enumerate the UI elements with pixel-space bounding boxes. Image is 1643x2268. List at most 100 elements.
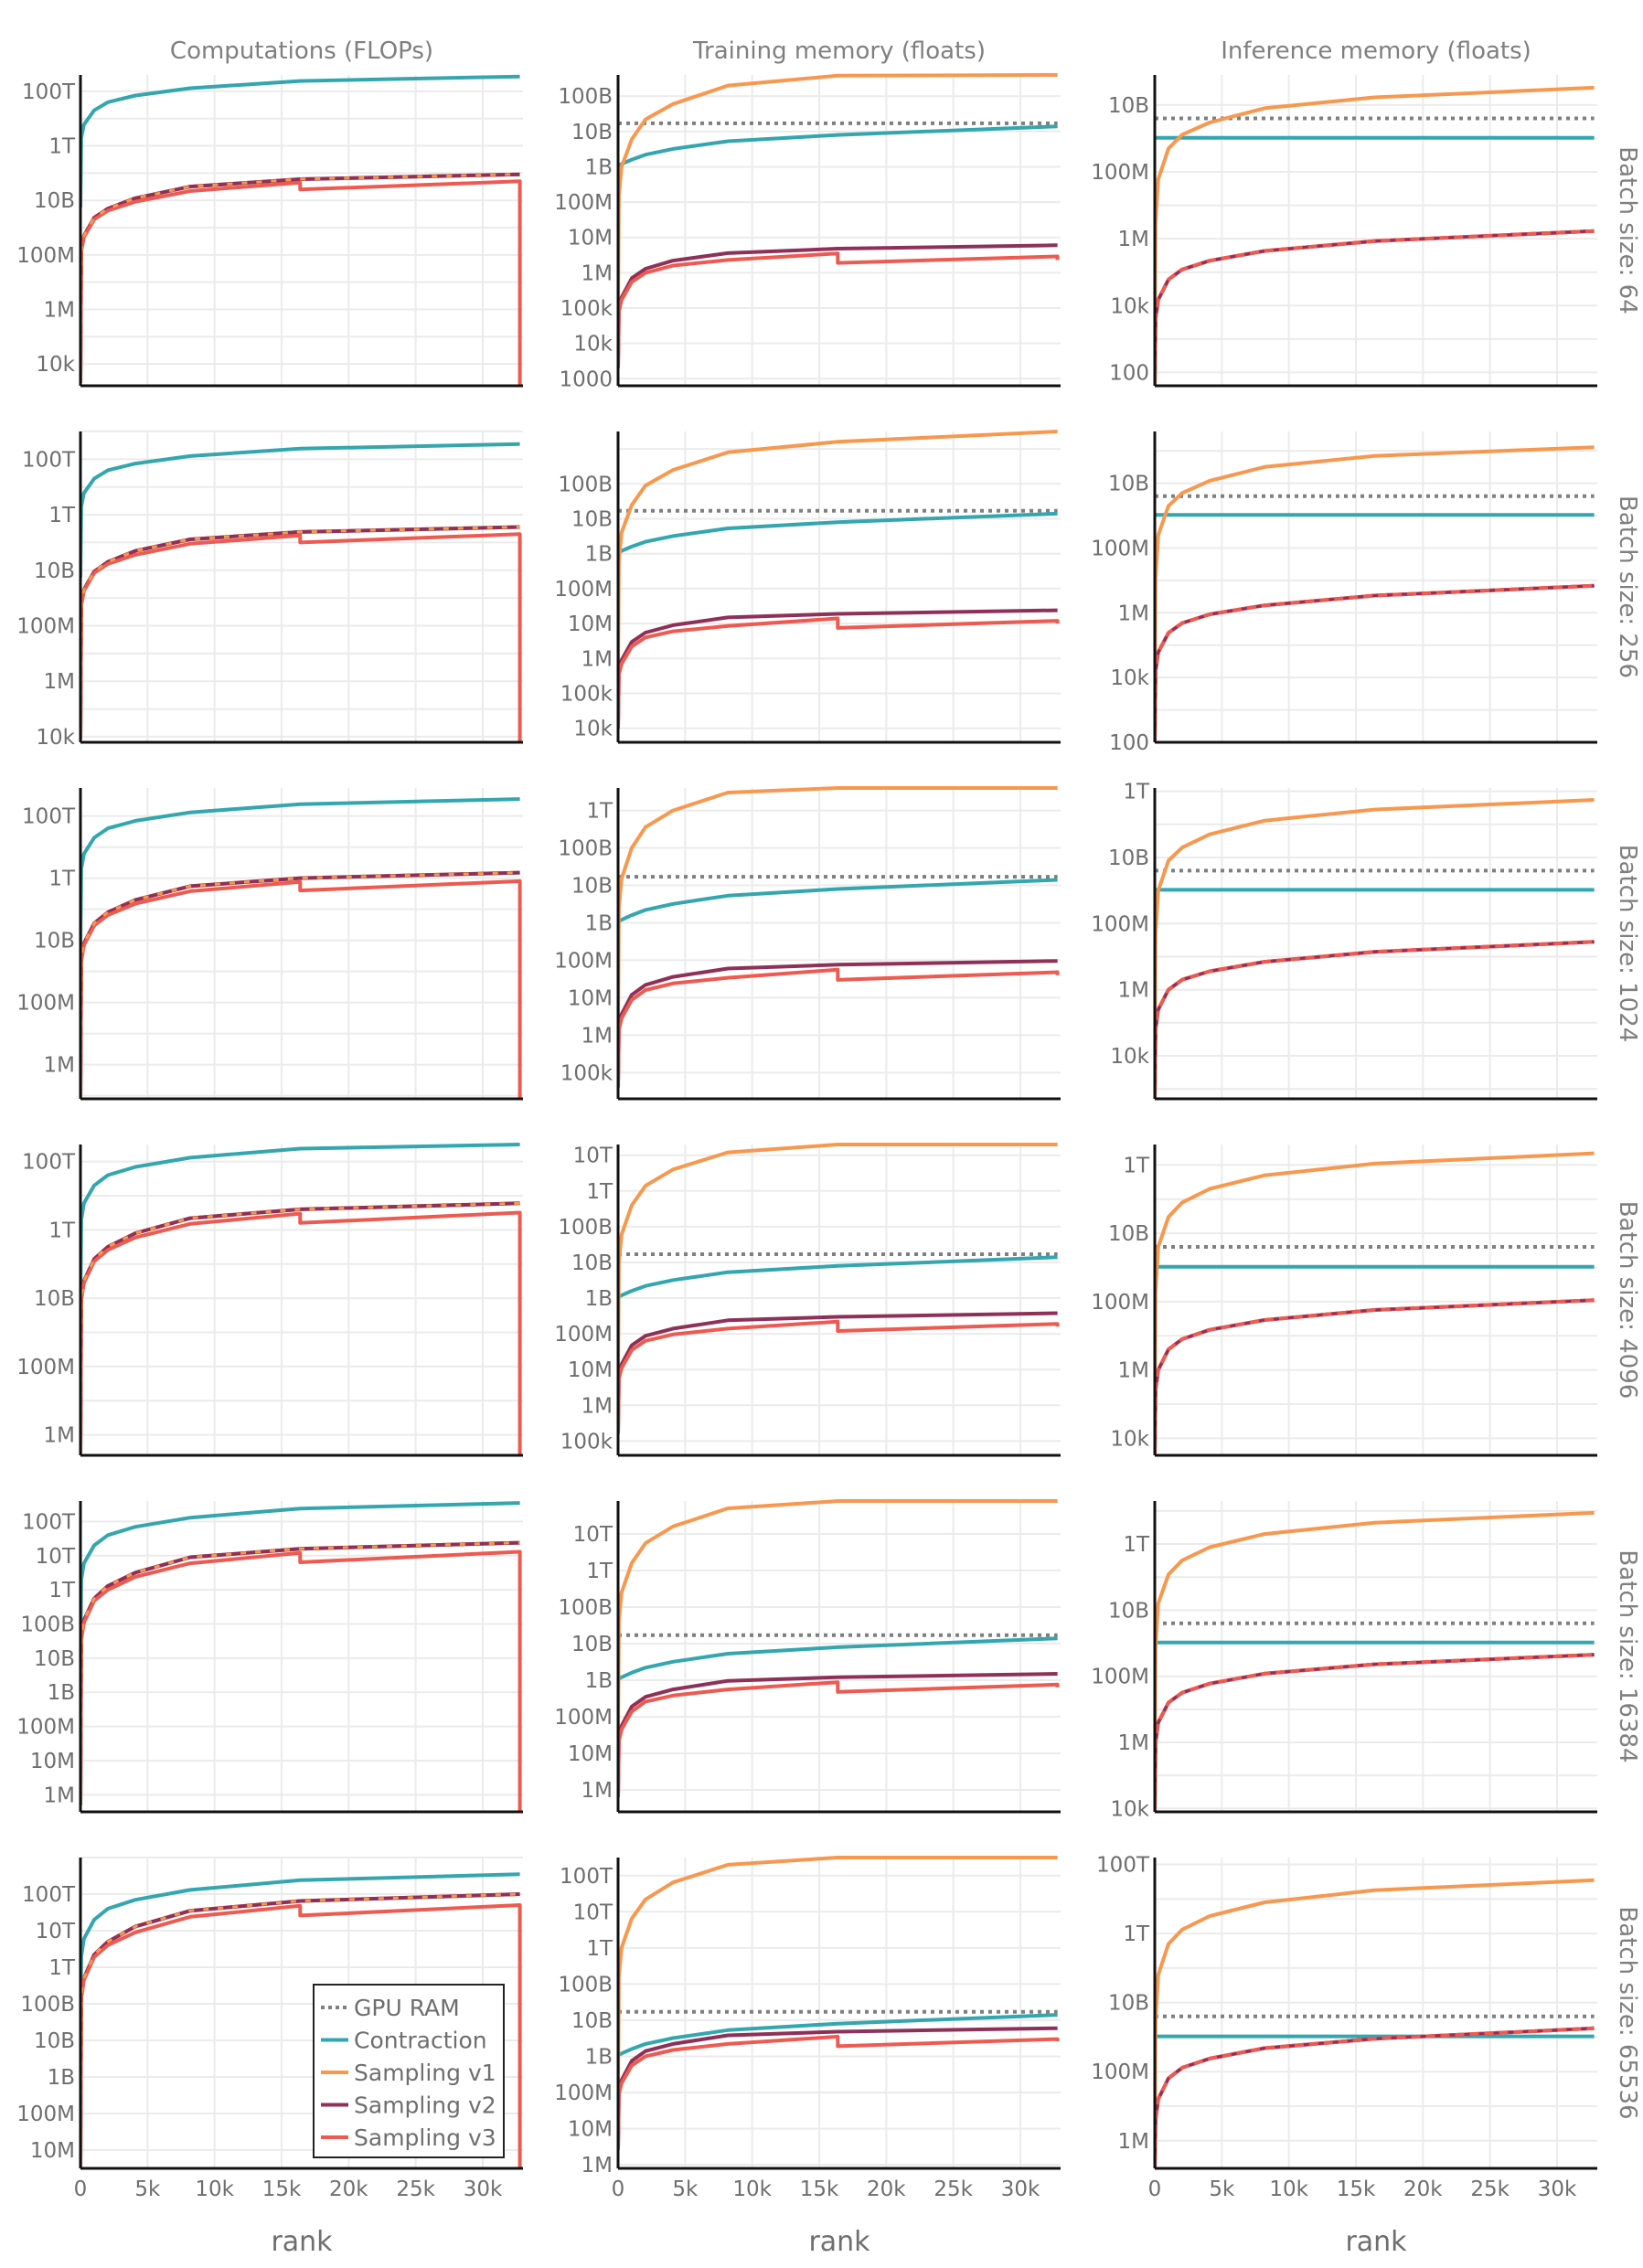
y-tick-label: 10M	[568, 1742, 613, 1766]
x-axis-title: rank	[1345, 2226, 1407, 2258]
y-tick-label: 1T	[1123, 1154, 1150, 1177]
y-tick-label: 10k	[573, 333, 613, 357]
panel-r2-c2: 10k 1M 100M 10B 1T	[1091, 781, 1597, 1101]
x-axis-title: rank	[271, 2226, 333, 2258]
series-line-sampling-v3	[80, 1903, 522, 2169]
y-tick-label: 1M	[44, 1784, 75, 1807]
series-line-contraction	[80, 74, 520, 208]
panel-r0-c0: 10k 1M 100M 10B 1T 100T	[16, 74, 523, 388]
y-tick-label: 100M	[16, 1716, 75, 1740]
panel-r0-c1: 1000 10k 100k 1M 10M 100M 1B 10B 100B	[554, 73, 1061, 391]
y-tick-label: 1B	[585, 2045, 613, 2069]
y-tick-label: 1M	[44, 298, 75, 322]
series-line-sampling-v2-overlay	[1155, 1653, 1595, 1813]
x-tick-label: 15k	[262, 2177, 302, 2201]
series-line-sampling-v2-overlay	[1155, 584, 1595, 743]
series-line-sampling-v3	[80, 179, 522, 386]
y-tick-label: 10B	[1108, 1222, 1149, 1246]
y-tick-label: 1M	[581, 1779, 613, 1803]
series-line-sampling-v2-overlay	[1155, 229, 1595, 387]
y-tick-label: 100M	[1091, 538, 1149, 561]
series-line-sampling-v1	[618, 1856, 1058, 2093]
panel-r4-c1: 1M 10M 100M 1B 10B 100B 1T 10T	[554, 1499, 1061, 1814]
y-tick-label: 1B	[585, 1287, 613, 1311]
series-line-sampling-v2	[80, 172, 520, 384]
series-line-sampling-v3	[618, 616, 1060, 729]
y-tick-label: 100B	[558, 473, 613, 496]
x-tick-label: 10k	[1269, 2177, 1308, 2201]
y-tick-label: 100B	[558, 1596, 613, 1620]
column-title-computations-flops: Computations (FLOPs)	[170, 37, 433, 65]
panel-r4-c2: 10k 1M 100M 10B 1T	[1091, 1501, 1597, 1821]
panel-r3-c0: 1M 100M 10B 1T 100T	[16, 1143, 523, 1457]
y-tick-label: 10k	[1110, 1797, 1149, 1821]
y-tick-label: 100T	[22, 80, 76, 104]
series-line-sampling-v2	[1155, 583, 1595, 743]
legend-label-sampling-v3: Sampling v3	[354, 2124, 496, 2151]
y-tick-label: 100M	[1091, 1291, 1149, 1315]
y-tick-label: 100M	[1091, 1666, 1149, 1689]
series-line-sampling-v3	[618, 1680, 1060, 1797]
row-titles: Batch size: 64 Batch size: 256 Batch size:…	[1614, 146, 1641, 2119]
y-tick-label: 10M	[568, 612, 613, 636]
x-tick-label: 10k	[195, 2177, 234, 2201]
x-tick-label: 0	[1148, 2177, 1162, 2201]
x-tick-label: 20k	[1403, 2177, 1443, 2201]
y-tick-label: 100M	[554, 949, 613, 973]
y-tick-label: 10B	[1108, 1599, 1149, 1623]
x-axis-title: rank	[808, 2226, 870, 2258]
y-tick-label: 10T	[573, 1901, 613, 1924]
y-tick-label: 100B	[558, 1973, 613, 1996]
y-tick-label: 10B	[1108, 847, 1149, 870]
y-tick-label: 1M	[1118, 228, 1149, 251]
series-line-sampling-v2	[1155, 1653, 1595, 1813]
x-axis-titles: rank rank rank	[271, 2226, 1407, 2258]
y-tick-label: 10B	[34, 189, 75, 213]
y-tick-label: 100k	[560, 1430, 613, 1453]
row-title-batch-size-65536: Batch size: 65536	[1614, 1906, 1641, 2119]
y-tick-label: 1T	[48, 1219, 76, 1242]
y-tick-label: 1T	[48, 504, 76, 527]
series-line-sampling-v3	[80, 1210, 522, 1456]
series-line-contraction	[80, 1501, 520, 1667]
x-tick-label: 25k	[934, 2177, 973, 2201]
series-line-sampling-v2	[80, 1540, 520, 1805]
series-line-sampling-v1	[1155, 1878, 1595, 2141]
y-tick-label: 1M	[581, 1394, 613, 1418]
y-tick-label: 1T	[48, 1579, 76, 1603]
panel-r5-c2: 1M 100M 10B 1T 100T 0 5k 10k 15k 20k 25k 30k	[1091, 1854, 1597, 2201]
series-line-sampling-v1	[80, 525, 520, 740]
y-tick-label: 10B	[34, 559, 75, 583]
y-tick-label: 10k	[1110, 294, 1149, 318]
series-line-sampling-v2	[1155, 229, 1595, 387]
series-line-sampling-v2	[1155, 940, 1595, 1100]
x-tick-label: 20k	[329, 2177, 368, 2201]
y-tick-label: 10B	[34, 1287, 75, 1311]
x-tick-label: 25k	[396, 2177, 435, 2201]
y-tick-label: 1M	[44, 1424, 75, 1448]
row-title-batch-size-64: Batch size: 64	[1614, 146, 1641, 314]
series-line-sampling-v3	[80, 878, 522, 1100]
y-tick-label: 10B	[571, 1633, 613, 1656]
y-tick-label: 1M	[44, 670, 75, 694]
y-tick-label: 1T	[48, 1956, 76, 1980]
x-tick-label: 15k	[800, 2177, 839, 2201]
series-line-sampling-v1	[80, 1201, 520, 1456]
y-tick-label: 10k	[36, 726, 75, 750]
y-tick-label: 10B	[571, 875, 613, 899]
y-tick-label: 100M	[554, 1706, 613, 1730]
series-line-sampling-v1-overlay	[80, 173, 520, 384]
y-tick-label: 100k	[560, 297, 613, 321]
y-tick-label: 100M	[16, 615, 75, 639]
row-title-batch-size-4096: Batch size: 4096	[1614, 1201, 1641, 1400]
y-tick-label: 10T	[573, 1145, 613, 1168]
y-tick-label: 1T	[586, 800, 613, 824]
series-line-sampling-v1	[1155, 445, 1595, 691]
series-line-sampling-v2-overlay	[1155, 1298, 1595, 1456]
y-tick-label: 1M	[581, 647, 613, 671]
y-tick-label: 1B	[48, 1681, 75, 1705]
y-tick-label: 10M	[568, 1358, 613, 1382]
series-line-sampling-v2	[80, 1201, 520, 1456]
y-tick-label: 1T	[48, 135, 76, 159]
y-tick-label: 1T	[586, 1937, 613, 1961]
